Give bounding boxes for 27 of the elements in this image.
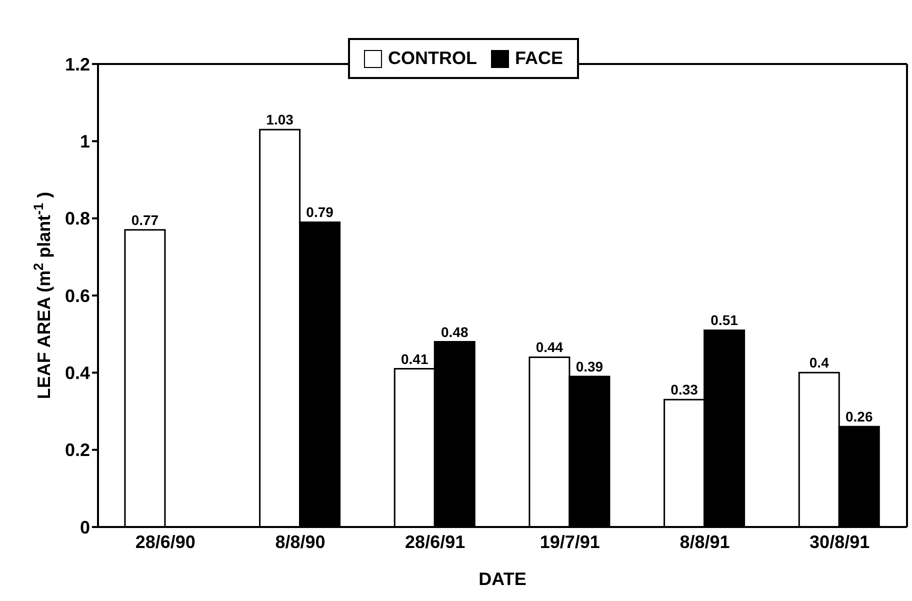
y-tick-label: 0.8 (64, 208, 90, 229)
x-axis-title: DATE (478, 569, 526, 589)
data-label: 0.4 (809, 354, 830, 371)
y-tick-label: 1.2 (64, 54, 90, 74)
data-label: 0.26 (846, 408, 873, 425)
x-tick-label: 28/6/91 (405, 532, 466, 552)
y-tick-label: 1 (80, 132, 90, 152)
data-label: 0.51 (710, 312, 738, 328)
data-label: 0.44 (536, 339, 564, 356)
y-tick-label: 0.4 (64, 363, 90, 384)
legend-label: FACE (514, 48, 564, 69)
x-tick-label: 8/8/90 (275, 532, 326, 552)
data-label: 0.41 (401, 350, 428, 367)
data-label: 0.79 (306, 204, 334, 220)
y-tick-label: 0.2 (64, 440, 90, 460)
data-label: 1.03 (266, 112, 294, 128)
data-label: 0.33 (670, 382, 698, 398)
data-label: 0.39 (576, 358, 604, 375)
y-tick-label: 0.6 (64, 286, 90, 306)
x-tick-label: 8/8/91 (680, 532, 730, 552)
x-tick-label: 28/6/90 (135, 532, 196, 552)
legend-label: CONTROL (387, 48, 477, 69)
x-tick-label: 19/7/91 (540, 532, 600, 552)
data-label: 0.48 (441, 324, 468, 340)
y-tick-label: 0 (80, 517, 90, 538)
data-label: 0.77 (131, 212, 159, 228)
x-tick-label: 30/8/91 (810, 532, 870, 552)
